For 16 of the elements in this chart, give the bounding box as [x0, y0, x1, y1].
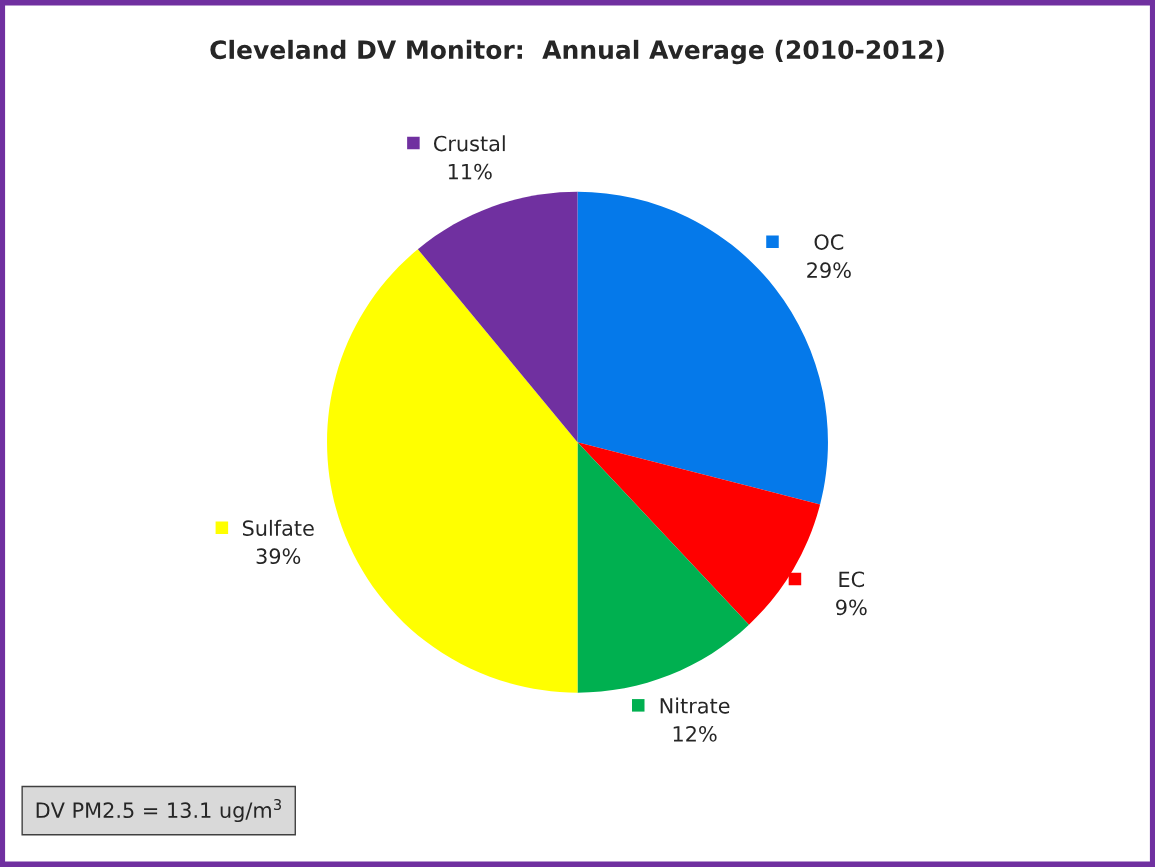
data-label: 11%: [448, 163, 492, 180]
legend-label: Crustal: [433, 135, 505, 152]
pie-slice: [577, 442, 749, 693]
pie-slice: [577, 442, 821, 625]
text: DV PM2.5 = 13.1 ug/m$^{3}$: [36, 798, 281, 823]
pie-slice: [417, 191, 578, 443]
data-label: 29%: [807, 262, 851, 279]
legend-label: OC: [814, 234, 844, 250]
legend-label: EC: [839, 571, 865, 588]
legend-label: Sulfate: [242, 519, 314, 536]
legend-label: Nitrate: [660, 697, 730, 714]
data-label: 12%: [673, 725, 717, 742]
chart-title: Cleveland DV Monitor: Annual Average (2010-2012): [210, 39, 944, 65]
data-label: 39%: [256, 548, 301, 565]
data-label: 9%: [836, 599, 867, 616]
pie-slice: [327, 249, 578, 693]
